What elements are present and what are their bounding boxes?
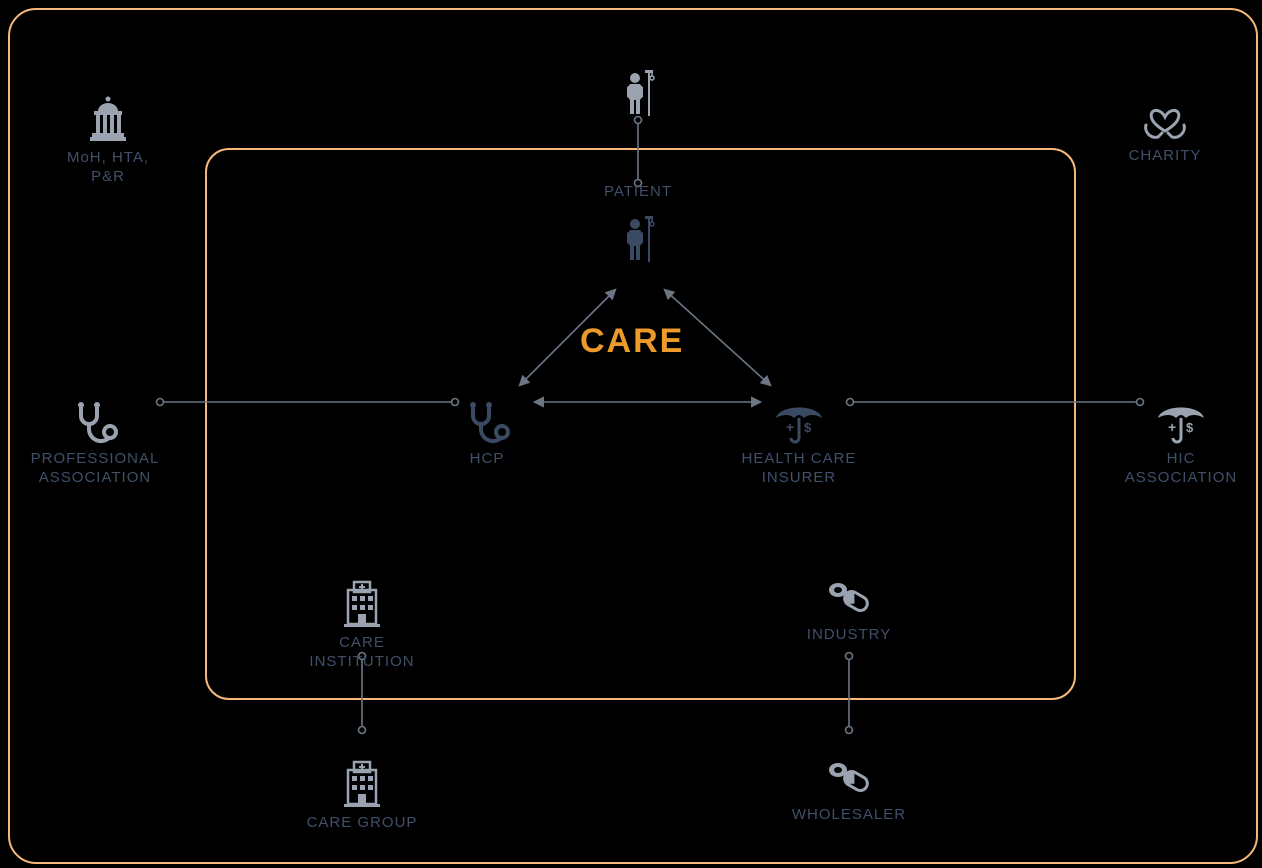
svg-text:$: $ — [804, 420, 812, 435]
node-moh: MoH, HTA, P&R — [28, 95, 188, 187]
node-label: PATIENT — [578, 183, 698, 202]
node-prof_assoc: PROFESSIONAL ASSOCIATION — [5, 400, 185, 488]
svg-text:$: $ — [1186, 420, 1194, 435]
node-insurer: + $ HEALTH CARE INSURER — [719, 400, 879, 488]
svg-text:+: + — [1168, 419, 1176, 435]
node-label: MoH, HTA, P&R — [28, 149, 188, 187]
node-patient_outer — [608, 70, 668, 124]
node-care_inst: CARE INSTITUTION — [282, 580, 442, 672]
node-label: CARE GROUP — [282, 814, 442, 833]
node-label: WHOLESALER — [769, 806, 929, 825]
node-label: CARE INSTITUTION — [282, 634, 442, 672]
node-label: HEALTH CARE INSURER — [719, 450, 879, 488]
center-title: CARE — [580, 322, 684, 361]
node-label: PROFESSIONAL ASSOCIATION — [5, 450, 185, 488]
node-wholesaler: WHOLESALER — [769, 760, 929, 825]
connectors-layer — [0, 0, 1262, 868]
diagram-stage: CARE PATIENT HC — [0, 0, 1262, 868]
node-hic_assoc: + $ HIC ASSOCIATION — [1101, 400, 1261, 488]
node-hcp: HCP — [437, 400, 537, 469]
node-industry: INDUSTRY — [779, 580, 919, 645]
node-label: HIC ASSOCIATION — [1101, 450, 1261, 488]
svg-text:+: + — [786, 419, 794, 435]
node-label: HCP — [437, 450, 537, 469]
node-patient_inner: PATIENT — [578, 183, 698, 270]
node-label: CHARITY — [1095, 147, 1235, 166]
node-charity: CHARITY — [1095, 95, 1235, 166]
node-care_group: CARE GROUP — [282, 760, 442, 833]
node-label: INDUSTRY — [779, 626, 919, 645]
